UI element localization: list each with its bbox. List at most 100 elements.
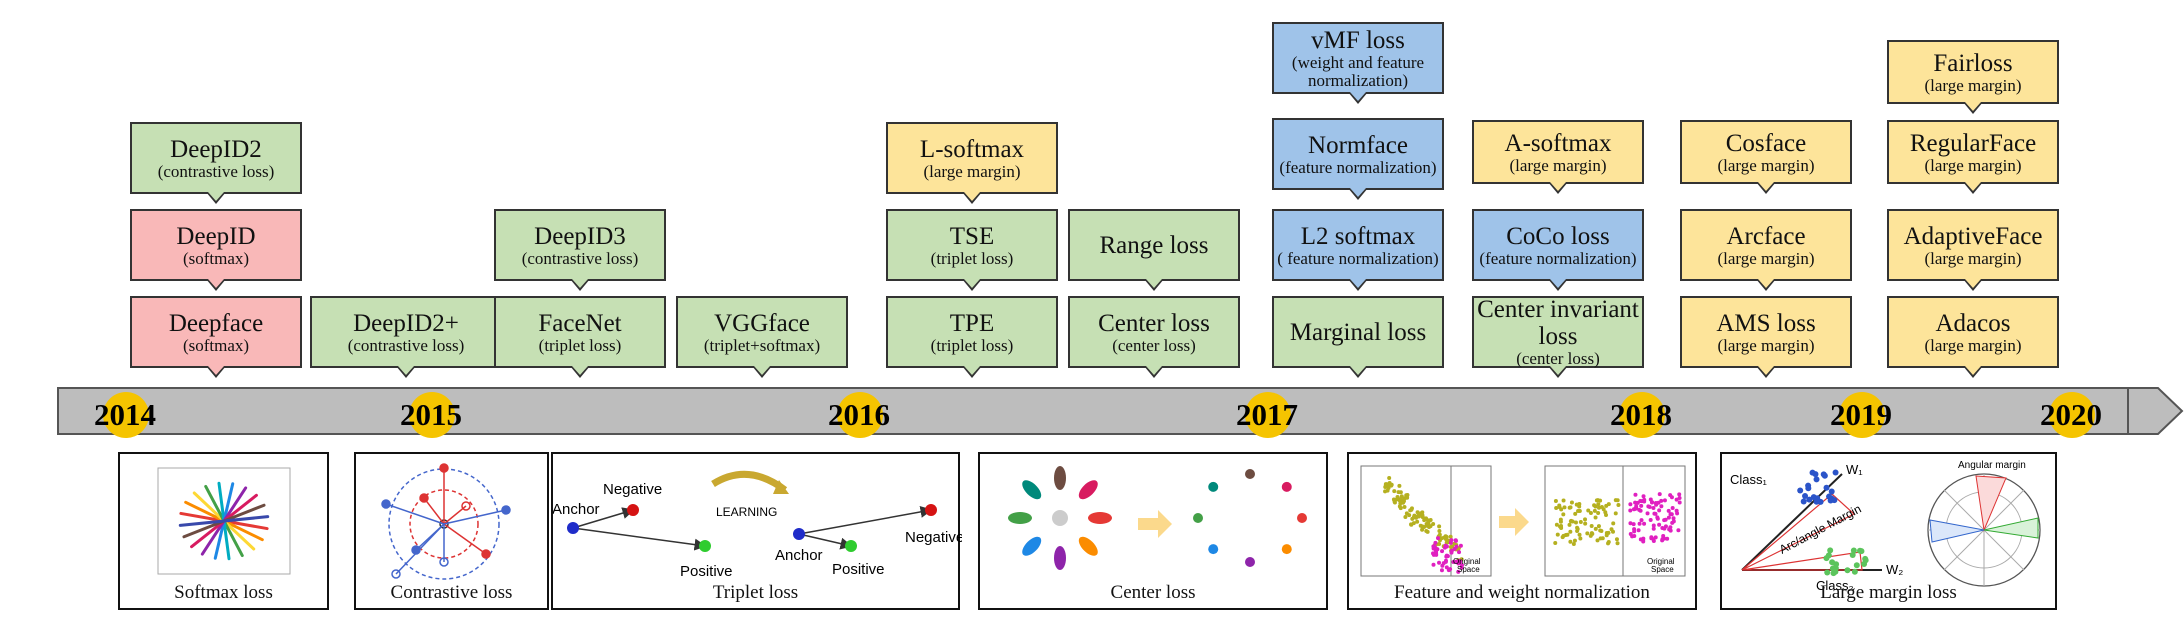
method-title: TSE	[949, 222, 995, 250]
method-box-lsoftmax: L-softmax (large margin)	[886, 122, 1058, 204]
norm-point	[1456, 569, 1461, 574]
center-cluster	[1022, 480, 1042, 500]
method-subtitle: (feature normalization)	[1279, 157, 1437, 177]
center-cluster	[1088, 512, 1112, 524]
norm-point	[1398, 490, 1403, 495]
year-label: 2019	[1830, 397, 1892, 432]
norm-point	[1554, 522, 1559, 527]
class2-point	[1851, 568, 1858, 575]
method-box-fairloss: Fairloss (large margin)	[1887, 40, 2059, 114]
norm-point	[1657, 492, 1662, 497]
norm-point	[1615, 541, 1620, 546]
norm-point	[1578, 536, 1583, 541]
contrastive-link	[443, 509, 507, 525]
norm-point	[1583, 517, 1588, 522]
year-marker-2016: 2016	[828, 392, 890, 438]
contrastive-point	[419, 493, 429, 503]
method-title: Normface	[1308, 131, 1408, 159]
contrastive-figure	[381, 463, 511, 580]
norm-point	[1639, 518, 1644, 523]
panel-caption: Feature and weight normalization	[1394, 582, 1650, 603]
norm-point	[1578, 520, 1583, 525]
year-label: 2018	[1610, 397, 1672, 432]
triplet-label-negative-2: Negative	[905, 529, 962, 546]
norm-point	[1568, 519, 1573, 524]
norm-point	[1657, 522, 1662, 527]
norm-point	[1652, 511, 1657, 516]
contrastive-point	[439, 463, 449, 473]
norm-point	[1593, 515, 1598, 520]
norm-point	[1444, 540, 1449, 545]
norm-point	[1639, 503, 1644, 508]
method-title: Arcface	[1726, 222, 1806, 250]
norm-point	[1577, 532, 1582, 537]
method-subtitle: (softmax)	[182, 335, 250, 355]
panel-softmax-loss: Softmax loss	[118, 452, 329, 610]
center-loss-figure	[1008, 466, 1307, 570]
norm-point	[1561, 512, 1566, 517]
method-subtitle: (large margin)	[923, 161, 1021, 181]
norm-point	[1450, 544, 1455, 549]
contrastive-point	[481, 549, 491, 559]
year-marker-2015: 2015	[400, 392, 462, 438]
method-subtitle: (center loss)	[1516, 349, 1600, 368]
contrastive-link	[423, 497, 445, 525]
method-subtitle: (contrastive loss)	[157, 161, 275, 181]
method-subtitle: (large margin)	[1509, 155, 1607, 175]
norm-point	[1589, 523, 1594, 528]
norm-point	[1613, 511, 1618, 516]
norm-point	[1409, 522, 1414, 527]
norm-point	[1404, 511, 1409, 516]
norm-point	[1437, 524, 1442, 529]
contrastive-link	[443, 523, 487, 555]
norm-point	[1431, 521, 1436, 526]
method-box-cocoloss: CoCo loss (feature normalization)	[1472, 209, 1644, 291]
norm-point	[1397, 483, 1402, 488]
contrastive-point	[439, 557, 449, 567]
panel-caption: Large margin loss	[1820, 582, 1957, 603]
norm-point	[1651, 523, 1656, 528]
norm-point	[1606, 539, 1611, 544]
norm-point	[1572, 538, 1577, 543]
center-compact-cluster	[1245, 557, 1255, 567]
norm-point	[1671, 516, 1676, 521]
method-box-deepface: Deepface (softmax)	[130, 296, 302, 378]
norm-point	[1448, 540, 1453, 545]
method-subtitle: (softmax)	[182, 248, 250, 268]
norm-point	[1646, 504, 1651, 509]
method-title: Center loss	[1098, 309, 1210, 337]
normalization-figure: Original Space Original Space	[1360, 465, 1686, 577]
method-box-centerloss: Center loss (center loss)	[1068, 296, 1240, 378]
norm-point	[1392, 489, 1397, 494]
norm-point	[1559, 526, 1564, 531]
class1-point	[1800, 498, 1807, 505]
norm-point	[1604, 533, 1609, 538]
norm-point	[1631, 507, 1636, 512]
norm-point	[1668, 493, 1673, 498]
norm-point	[1666, 515, 1671, 520]
method-subtitle: (contrastive loss)	[347, 335, 465, 355]
method-title: Fairloss	[1933, 49, 2013, 77]
norm-point	[1677, 492, 1682, 497]
norm-point	[1431, 552, 1436, 557]
norm-point	[1425, 529, 1430, 534]
label-angular-margin: Angular margin	[1958, 460, 2026, 471]
contrastive-point	[391, 569, 401, 579]
method-box-deepid3: DeepID3 (contrastive loss)	[494, 209, 666, 291]
panel-triplet-loss: Anchor Negative Positive LEARNING Anchor…	[551, 452, 962, 610]
norm-point	[1660, 537, 1665, 542]
method-title: VGGface	[714, 309, 810, 337]
class2-point	[1861, 560, 1868, 567]
norm-point	[1576, 509, 1581, 514]
norm-point	[1583, 521, 1588, 526]
norm-point	[1457, 550, 1462, 555]
triplet-label-negative-1: Negative	[603, 481, 662, 498]
method-subtitle: (large margin)	[1924, 75, 2022, 95]
method-title: Cosface	[1725, 129, 1807, 157]
method-title: A-softmax	[1504, 129, 1612, 157]
triplet-label-positive-1: Positive	[680, 563, 733, 580]
norm-point	[1385, 488, 1390, 493]
norm-point	[1449, 550, 1454, 555]
norm-point	[1589, 531, 1594, 536]
center-core	[1052, 510, 1068, 526]
